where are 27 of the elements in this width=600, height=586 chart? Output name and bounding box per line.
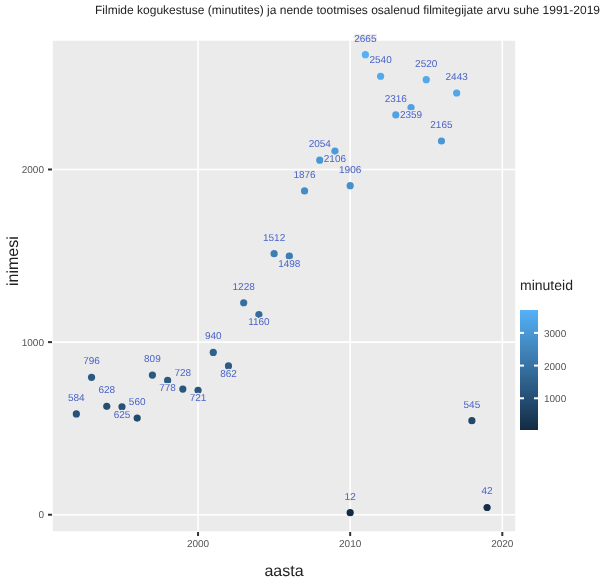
point	[437, 137, 446, 145]
point	[148, 371, 157, 379]
point	[483, 503, 491, 512]
point	[346, 182, 354, 190]
point	[377, 72, 385, 80]
point	[209, 348, 217, 357]
point	[118, 403, 126, 411]
point	[240, 299, 248, 307]
point	[103, 402, 111, 410]
point	[392, 111, 400, 119]
point	[270, 250, 278, 258]
point	[72, 410, 80, 418]
point	[331, 147, 339, 155]
y-axis-title: inimesi	[3, 235, 22, 286]
point	[468, 417, 476, 425]
x-axis-title: aasta	[264, 562, 305, 580]
point	[361, 51, 369, 59]
point	[453, 89, 461, 97]
point	[346, 509, 354, 517]
point	[133, 414, 141, 422]
point	[87, 373, 96, 381]
point	[179, 385, 187, 393]
point	[224, 362, 233, 370]
point	[300, 187, 309, 195]
point	[316, 156, 324, 164]
point	[422, 76, 430, 84]
point	[285, 252, 293, 260]
